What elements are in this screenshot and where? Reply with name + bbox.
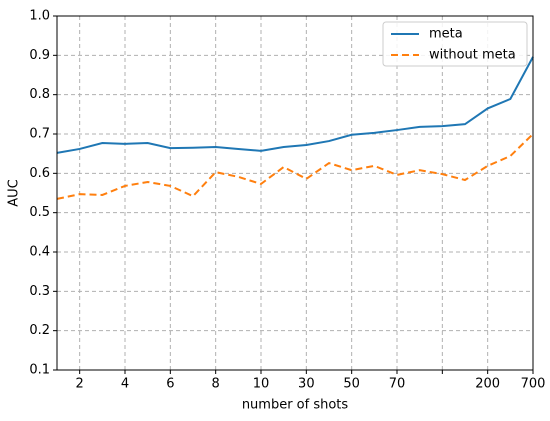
y-tick-label: 0.1 (29, 363, 50, 378)
y-tick-label: 0.9 (29, 48, 50, 63)
y-tick-label: 0.5 (29, 205, 50, 220)
y-tick-label: 1.0 (29, 9, 50, 24)
x-tick-label: 50 (343, 377, 360, 392)
x-tick-label: 30 (298, 377, 315, 392)
data-line (56, 133, 534, 200)
y-axis-label: AUC (7, 179, 22, 207)
y-tick-label: 0.3 (29, 284, 50, 299)
y-tick-label: 0.6 (29, 166, 50, 181)
y-tick-label: 0.2 (29, 323, 50, 338)
x-tick-label: 700 (521, 377, 546, 392)
plot-frame (56, 15, 534, 371)
legend-label: meta (429, 27, 463, 42)
data-line (56, 56, 534, 154)
x-tick-label: 2 (76, 377, 84, 392)
x-tick-label: 4 (121, 377, 129, 392)
x-tick-label: 8 (212, 377, 220, 392)
y-tick-label: 0.8 (29, 87, 50, 102)
legend-label: without meta (429, 48, 516, 63)
x-tick-label: 6 (166, 377, 174, 392)
x-tick-label: 70 (389, 377, 406, 392)
x-axis-label: number of shots (242, 398, 349, 413)
y-tick-label: 0.7 (29, 127, 50, 142)
x-tick-label: 200 (475, 377, 500, 392)
x-tick-label: 10 (253, 377, 270, 392)
y-tick-label: 0.4 (29, 245, 50, 260)
